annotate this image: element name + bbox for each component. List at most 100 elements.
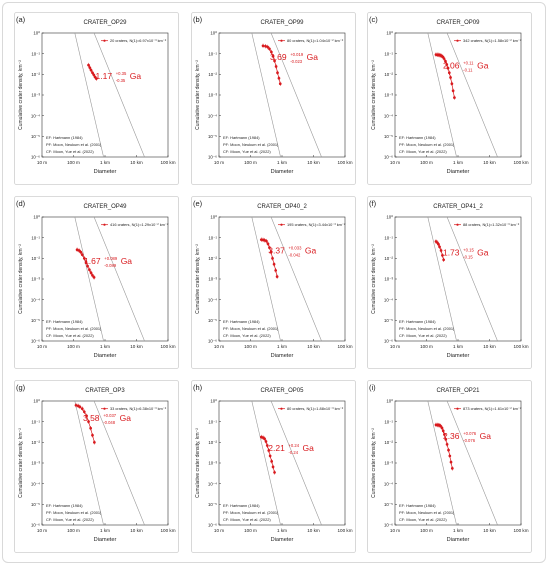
age-unit: Ga — [130, 71, 142, 81]
y-tick-label: 10⁻⁶ — [208, 339, 217, 344]
data-point — [91, 274, 94, 277]
panel-frame — [14, 196, 179, 369]
data-point — [261, 44, 265, 48]
data-point — [268, 246, 271, 249]
y-tick-label: 10⁻¹ — [208, 419, 217, 424]
x-tick-label: 10 m — [37, 344, 47, 349]
x-axis-label: Diameter — [94, 353, 117, 359]
data-point — [93, 440, 96, 444]
panel-frame — [367, 380, 532, 553]
y-tick-label: 10⁻⁴ — [208, 481, 217, 486]
age-plus: +0.24 — [288, 443, 299, 448]
isochron-curve — [270, 33, 322, 157]
legend-text: 873 craters, N(1)=1.61x10⁻² km⁻² — [463, 406, 522, 411]
data-point — [89, 271, 93, 275]
curve-reference-label: EF: Hartmann (1984) — [399, 135, 436, 140]
panel-frame — [367, 196, 532, 369]
y-tick-label: 10⁻⁵ — [208, 502, 217, 507]
isochron-curve — [74, 401, 104, 525]
x-tick-label: 100 km — [513, 344, 528, 349]
chart-panel: (d) CRATER_OP49 10 m 100 m 1 km 10 km 100 km 10… — [14, 196, 179, 369]
y-tick-label: 10⁻¹ — [384, 235, 393, 240]
data-point — [444, 59, 447, 63]
y-tick-label: 10⁻³ — [208, 277, 217, 282]
y-tick-label: 10⁻² — [31, 440, 40, 445]
data-point — [80, 253, 84, 257]
x-tick-label: 1 km — [100, 344, 110, 349]
y-tick-label: 10⁻⁶ — [384, 339, 393, 344]
y-tick-label: 10⁻² — [208, 256, 217, 261]
data-point — [443, 433, 446, 436]
panel-title: CRATER_OP3 — [85, 388, 125, 394]
y-tick-label: 10⁰ — [386, 215, 393, 220]
age-minus: -0.35 — [116, 78, 126, 83]
y-tick-label: 10⁻⁴ — [384, 481, 393, 486]
curve-reference-label: CF: Moon, Yue et al. (2022) — [46, 149, 94, 154]
y-tick-label: 10⁻³ — [31, 277, 40, 282]
y-tick-label: 10⁻² — [384, 256, 393, 261]
y-axis-label: Cumulative crater density, km⁻² — [18, 60, 24, 130]
age-value: 2.21 — [268, 443, 285, 453]
panel-label: (i) — [369, 383, 376, 392]
legend-text: 80 craters, N(1)=1.04x10⁻² km⁻² — [287, 38, 344, 43]
age-unit: Ga — [305, 246, 317, 256]
data-point — [437, 242, 440, 246]
curve-reference-label: PF: Moon, Neukum et al. (2001) — [46, 142, 102, 147]
data-point — [449, 76, 452, 79]
y-tick-label: 10⁻⁴ — [208, 113, 217, 118]
isochron-curve — [93, 33, 145, 157]
x-tick-label: 10 m — [37, 160, 47, 165]
y-tick-label: 10⁻³ — [208, 93, 217, 98]
curve-reference-label: EF: Hartmann (1984) — [223, 503, 260, 508]
chart-panel: (g) CRATER_OP3 10 m 100 m 1 km 10 km 100 km 10⁰… — [14, 380, 179, 553]
y-tick-label: 10⁻⁵ — [31, 134, 40, 139]
y-tick-label: 10⁻⁵ — [31, 502, 40, 507]
y-tick-label: 10⁻³ — [384, 93, 393, 98]
data-point — [85, 414, 88, 418]
chart-panel: (i) CRATER_OP21 10 m 100 m 1 km 10 km 100 km 10… — [367, 380, 532, 553]
y-tick-label: 10⁰ — [33, 215, 40, 220]
panel-label: (b) — [193, 15, 203, 24]
curve-reference-label: EF: Hartmann (1984) — [46, 503, 83, 508]
data-point — [450, 467, 454, 470]
x-tick-label: 100 m — [244, 344, 257, 349]
y-tick-label: 10⁰ — [210, 31, 217, 36]
data-point — [439, 249, 443, 252]
isochron-curve — [427, 33, 457, 157]
panel-title: CRATER_OP41_2 — [433, 204, 483, 210]
data-point — [274, 269, 278, 272]
x-tick-label: 1 km — [453, 528, 463, 533]
curve-reference-label: EF: Hartmann (1984) — [46, 319, 83, 324]
age-unit: Ga — [120, 413, 132, 423]
x-tick-label: 10 km — [483, 160, 496, 165]
x-tick-label: 10 km — [307, 344, 320, 349]
data-point — [94, 77, 98, 80]
data-point — [445, 63, 449, 66]
figure-frame — [2, 2, 546, 563]
data-point — [273, 471, 276, 474]
panel-title: CRATER_OP05 — [261, 388, 305, 394]
age-value: 1.73 — [443, 248, 460, 258]
data-point — [442, 57, 446, 60]
x-tick-label: 100 km — [160, 344, 175, 349]
legend-text: 195 craters, N(1)=3.44x10⁻³ km⁻² — [287, 222, 346, 227]
chart-panel: (a) CRATER_OP29 10 m 100 m 1 km 10 km 100 km 10… — [14, 12, 179, 185]
age-minus: -0.15 — [463, 255, 473, 260]
x-tick-label: 100 m — [420, 160, 433, 165]
age-value: 2.36 — [443, 431, 460, 441]
isochron-curve — [93, 401, 145, 525]
age-unit: Ga — [302, 443, 314, 453]
x-tick-label: 100 m — [244, 528, 257, 533]
y-tick-label: 10⁰ — [386, 31, 393, 36]
chart-panel: (f) CRATER_OP41_2 10 m 100 m 1 km 10 km 100 km… — [367, 196, 532, 369]
x-tick-label: 100 km — [513, 160, 528, 165]
x-tick-label: 1 km — [277, 528, 287, 533]
curve-reference-label: CF: Moon, Yue et al. (2022) — [399, 149, 447, 154]
data-point — [271, 256, 274, 260]
data-point — [270, 460, 274, 463]
curve-reference-label: CF: Moon, Yue et al. (2022) — [223, 333, 271, 338]
y-axis-label: Cumulative crater density, km⁻² — [371, 60, 377, 130]
panel-label: (h) — [193, 383, 203, 392]
panel-title: CRATER_OP40_2 — [257, 204, 307, 210]
data-point — [268, 454, 272, 458]
